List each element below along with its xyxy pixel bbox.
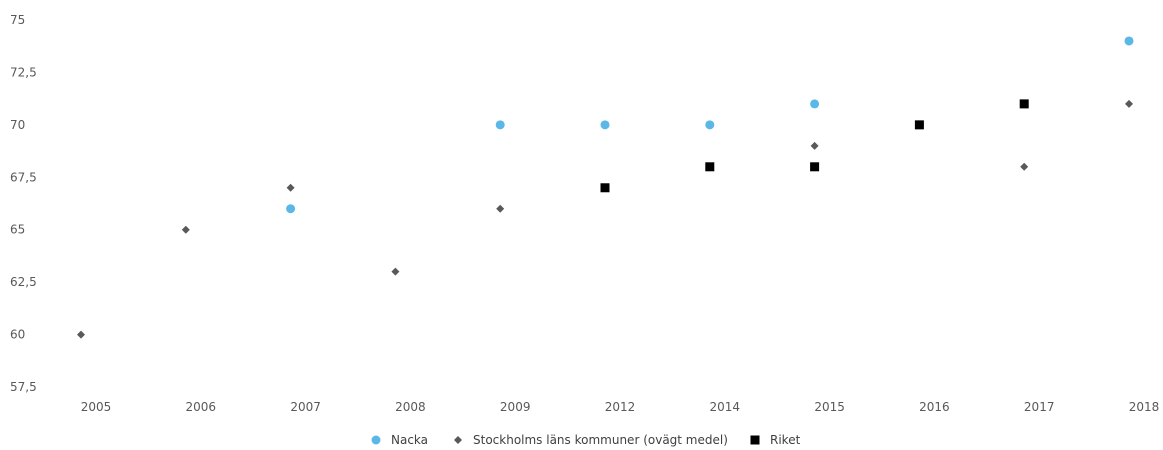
x-axis: 2005 2006 2007 2008 2009 2012 2014 2015 2016 2017… xyxy=(81,400,1160,414)
x-tick-label: 2005 xyxy=(81,400,112,414)
legend-marker xyxy=(454,436,462,444)
y-tick-label: 65 xyxy=(10,223,25,237)
data-point-stockholms-l-ns-kommuner-ov-gt-medel xyxy=(810,141,819,150)
data-point-stockholms-l-ns-kommuner-ov-gt-medel xyxy=(391,267,400,276)
data-point-riket xyxy=(914,120,924,130)
series-riket xyxy=(600,99,1029,193)
x-tick-label: 2008 xyxy=(395,400,426,414)
data-point-nacka xyxy=(495,120,505,130)
legend-label: Stockholms läns kommuner (ovägt medel) xyxy=(473,433,728,447)
x-tick-label: 2015 xyxy=(814,400,845,414)
legend-label: Riket xyxy=(770,433,801,447)
data-point-nacka xyxy=(810,99,820,109)
y-tick-label: 70 xyxy=(10,118,25,132)
legend-item-nacka: Nacka xyxy=(371,433,428,447)
legend-marker xyxy=(371,435,381,445)
y-tick-label: 67,5 xyxy=(10,170,37,184)
data-point-stockholms-l-ns-kommuner-ov-gt-medel xyxy=(1020,162,1029,171)
legend-marker xyxy=(750,435,760,445)
data-point-nacka xyxy=(286,204,296,214)
y-tick-label: 60 xyxy=(10,328,25,342)
y-axis: 57,5 60 62,5 65 67,5 70 72,5 75 xyxy=(10,13,37,394)
data-point-stockholms-l-ns-kommuner-ov-gt-medel xyxy=(77,330,85,339)
x-tick-label: 2016 xyxy=(919,400,950,414)
y-tick-label: 62,5 xyxy=(10,275,37,289)
data-point-nacka xyxy=(600,120,610,130)
x-tick-label: 2018 xyxy=(1129,400,1160,414)
data-point-riket xyxy=(705,162,715,172)
y-tick-label: 72,5 xyxy=(10,65,37,79)
x-tick-label: 2007 xyxy=(290,400,321,414)
y-tick-label: 75 xyxy=(10,13,25,27)
data-point-stockholms-l-ns-kommuner-ov-gt-medel xyxy=(1125,99,1133,108)
data-point-stockholms-l-ns-kommuner-ov-gt-medel xyxy=(181,225,190,234)
x-tick-label: 2014 xyxy=(710,400,741,414)
x-tick-label: 2012 xyxy=(605,400,636,414)
legend-item-stockholms-l-ns-kommuner-ov-gt-medel: Stockholms läns kommuner (ovägt medel) xyxy=(454,433,728,447)
data-point-nacka xyxy=(705,120,715,130)
legend-item-riket: Riket xyxy=(750,433,801,447)
data-point-nacka xyxy=(1124,36,1134,46)
series-nacka xyxy=(286,36,1134,214)
series-stockholms-l-ns-kommuner-ov-gt-medel xyxy=(77,99,1133,339)
data-point-stockholms-l-ns-kommuner-ov-gt-medel xyxy=(286,183,295,192)
legend: Nacka Stockholms läns kommuner (ovägt med… xyxy=(371,433,801,447)
x-tick-label: 2006 xyxy=(186,400,217,414)
data-point-riket xyxy=(600,183,610,193)
x-tick-label: 2017 xyxy=(1024,400,1055,414)
data-marks xyxy=(77,36,1134,339)
data-point-stockholms-l-ns-kommuner-ov-gt-medel xyxy=(496,204,505,213)
x-tick-label: 2009 xyxy=(500,400,531,414)
data-point-riket xyxy=(810,162,820,172)
legend-label: Nacka xyxy=(391,433,428,447)
data-point-riket xyxy=(1019,99,1029,109)
y-tick-label: 57,5 xyxy=(10,380,37,394)
